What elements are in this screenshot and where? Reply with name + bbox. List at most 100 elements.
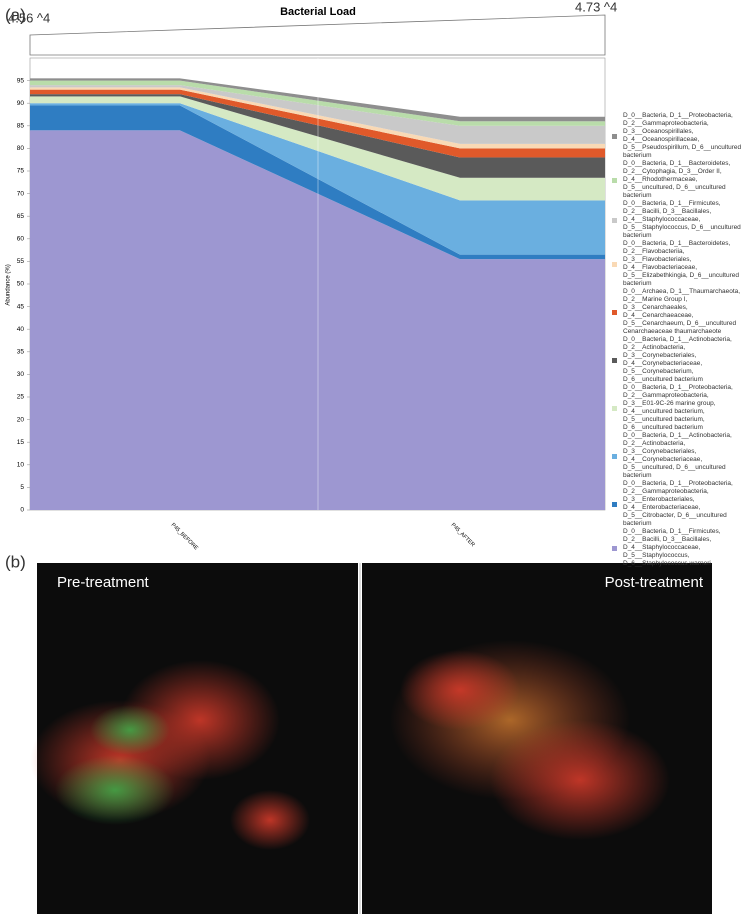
- legend-entry: D_0__Bacteria, D_1__Firmicutes, D_2__Bac…: [612, 200, 742, 240]
- legend-label: D_0__Archaea, D_1__Thaumarchaeota, D_2__…: [623, 288, 741, 335]
- legend-swatch: [612, 453, 617, 459]
- plot: 0 5 10 15 20 25 30 35 40 45 50 55 60 65 70 75 80 85 90 95 P4…: [17, 57, 606, 552]
- y-tick-label: 15: [17, 439, 25, 446]
- legend-entry: D_0__Bacteria, D_1__Actinobacteria, D_2_…: [612, 336, 742, 384]
- area-edge: [460, 177, 605, 201]
- area: [180, 96, 460, 201]
- area-edge: [30, 85, 180, 88]
- cell-cluster: [90, 705, 170, 755]
- legend-swatch: [612, 545, 617, 551]
- y-tick-label: 50: [17, 281, 25, 288]
- area: [180, 94, 460, 178]
- legend-label: D_0__Bacteria, D_1__Proteobacteria, D_2_…: [623, 112, 742, 159]
- legend-label: D_0__Bacteria, D_1__Proteobacteria, D_2_…: [623, 480, 733, 527]
- legend-swatch: [612, 405, 617, 411]
- y-tick-label: 25: [17, 394, 25, 401]
- image-label: Pre-treatment: [57, 574, 150, 591]
- cell-cluster: [120, 660, 280, 780]
- legend-label: D_0__Bacteria, D_1__Actinobacteria, D_2_…: [623, 336, 732, 383]
- area-edge: [30, 103, 180, 106]
- load-wedge: [29, 14, 606, 56]
- area-edge: [460, 125, 605, 144]
- y-tick-label: 65: [17, 213, 25, 220]
- area: [180, 105, 460, 260]
- cell-cluster: [230, 790, 310, 850]
- legend-label: D_0__Bacteria, D_1__Actinobacteria, D_2_…: [623, 432, 732, 479]
- legend-entry: D_0__Bacteria, D_1__Actinobacteria, D_2_…: [612, 432, 742, 480]
- cell-cluster: [55, 755, 175, 825]
- y-tick-label: 35: [17, 349, 25, 356]
- legend-label: D_0__Bacteria, D_1__Firmicutes, D_2__Bac…: [623, 528, 721, 567]
- y-tick-label: 30: [17, 371, 25, 378]
- area: [180, 85, 460, 144]
- area-edge: [30, 94, 180, 97]
- y-tick-label: 90: [17, 100, 25, 107]
- area-edge: [460, 121, 605, 126]
- image-label: Post-treatment: [605, 574, 704, 591]
- legend-label: D_0__Bacteria, D_1__Firmicutes, D_2__Bac…: [623, 200, 741, 239]
- area-edge: [460, 148, 605, 158]
- legend-swatch: [612, 309, 617, 315]
- y-tick-label: 45: [17, 303, 25, 310]
- area-edge: [460, 254, 605, 260]
- area-edge: [460, 200, 605, 255]
- panel-label: (a): [5, 5, 26, 24]
- legend-swatch: [612, 133, 617, 139]
- area: [180, 89, 460, 158]
- load-title: Bacterial Load: [280, 6, 356, 18]
- area-edge: [460, 157, 605, 178]
- area: [180, 80, 460, 126]
- y-tick-label: 0: [20, 507, 24, 514]
- area-edge: [30, 80, 180, 86]
- legend-swatch: [612, 357, 617, 363]
- y-tick-label: 55: [17, 258, 25, 265]
- legend-entry: D_0__Bacteria, D_1__Proteobacteria, D_2_…: [612, 480, 742, 528]
- legend-swatch: [612, 217, 617, 223]
- area-edge: [30, 78, 180, 81]
- y-tick-label: 95: [17, 77, 25, 84]
- legend-entry: D_0__Bacteria, D_1__Proteobacteria, D_2_…: [612, 112, 742, 160]
- y-tick-label: 5: [20, 484, 24, 491]
- legend-swatch: [612, 501, 617, 507]
- legend-swatch: [612, 261, 617, 267]
- area-edge: [460, 259, 605, 510]
- y-tick-label: 80: [17, 145, 25, 152]
- legend-label: D_0__Bacteria, D_1__Bacteroidetes, D_2__…: [623, 240, 739, 287]
- y-tick-label: 40: [17, 326, 25, 333]
- legend-entry: D_0__Bacteria, D_1__Firmicutes, D_2__Bac…: [612, 528, 742, 568]
- area: [180, 78, 460, 122]
- y-tick-label: 60: [17, 236, 25, 243]
- legend: D_0__Bacteria, D_1__Proteobacteria, D_2_…: [612, 112, 742, 567]
- legend-entry: D_0__Bacteria, D_1__Proteobacteria, D_2_…: [612, 384, 742, 432]
- area-edge: [30, 87, 180, 90]
- y-tick-label: 85: [17, 123, 25, 130]
- area: [180, 87, 460, 149]
- area-edge: [30, 89, 180, 95]
- legend-label: D_0__Bacteria, D_1__Bacteroidetes, D_2__…: [623, 160, 731, 199]
- panel-label: (b): [5, 552, 26, 571]
- cell-cluster: [490, 720, 670, 840]
- area-edge: [30, 105, 180, 131]
- x-tick-label: P45_AFTER: [450, 522, 476, 548]
- y-tick-label: 70: [17, 190, 25, 197]
- y-tick-label: 75: [17, 168, 25, 175]
- legend-entry: D_0__Bacteria, D_1__Bacteroidetes, D_2__…: [612, 160, 742, 200]
- load-end: 4.73 ^4: [575, 0, 617, 14]
- area-edge: [30, 96, 180, 104]
- legend-entry: D_0__Archaea, D_1__Thaumarchaeota, D_2__…: [612, 288, 742, 336]
- y-tick-label: 20: [17, 416, 25, 423]
- area: [180, 130, 460, 510]
- legend-entry: D_0__Bacteria, D_1__Bacteroidetes, D_2__…: [612, 240, 742, 288]
- area-edge: [460, 116, 605, 122]
- cell-cluster: [400, 650, 520, 730]
- area-edge: [30, 130, 180, 510]
- x-tick-label: P45_BEFORE: [170, 522, 200, 552]
- y-axis-label: Abundance (%): [6, 264, 12, 305]
- load-start: 4.56 ^4: [8, 10, 50, 25]
- legend-label: D_0__Bacteria, D_1__Proteobacteria, D_2_…: [623, 384, 733, 431]
- area: [180, 103, 460, 255]
- y-tick-label: 10: [17, 462, 25, 469]
- legend-swatch: [612, 177, 617, 183]
